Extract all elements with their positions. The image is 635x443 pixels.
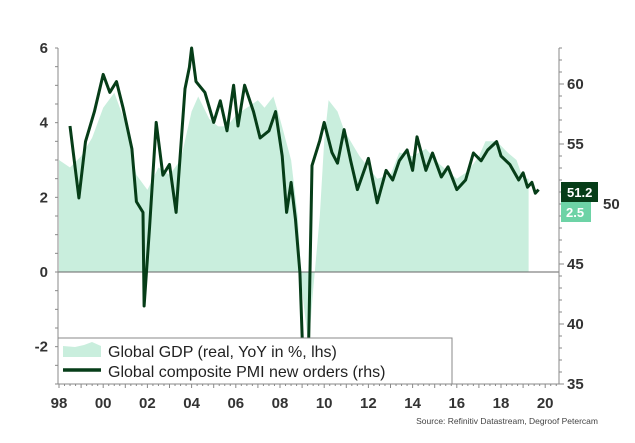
x-tick-label: 04 xyxy=(183,395,200,412)
legend-label-pmi: Global composite PMI new orders (rhs) xyxy=(108,364,385,381)
left-tick-label: 6 xyxy=(40,40,48,57)
left-tick-label: 4 xyxy=(40,115,49,132)
source-note: Source: Refinitiv Datastream, Degroof Pe… xyxy=(416,416,598,426)
pmi-line-layer xyxy=(68,46,540,374)
x-tick-label: 10 xyxy=(316,395,333,412)
gdp-badge-bg xyxy=(561,202,591,222)
x-tick-label: 16 xyxy=(448,395,465,412)
x-tick-label: 12 xyxy=(360,395,377,412)
right-tick-label: 55 xyxy=(567,136,584,153)
gdp-last-value: 2.5 xyxy=(566,205,584,220)
left-tick-label: 2 xyxy=(40,189,48,206)
last-value-badges: 51.2 2.5 xyxy=(561,182,598,222)
x-tick-label: 08 xyxy=(272,395,289,412)
x-tick-label: 06 xyxy=(227,395,244,412)
x-tick-label: 02 xyxy=(139,395,156,412)
legend-box xyxy=(57,337,453,385)
legend-label-gdp: Global GDP (real, YoY in %, lhs) xyxy=(108,344,337,361)
pmi-last-value: 51.2 xyxy=(567,185,592,200)
gdp-area xyxy=(59,92,529,347)
right-tick-label: 60 xyxy=(567,76,584,93)
right-tick-label: 50 xyxy=(603,196,620,213)
x-tick-label: 18 xyxy=(493,395,510,412)
legend-swatch-gdp xyxy=(63,342,101,357)
x-tick-label: 20 xyxy=(537,395,554,412)
right-tick-label: 40 xyxy=(567,316,584,333)
x-tick-label: 00 xyxy=(95,395,112,412)
right-tick-label: 45 xyxy=(567,256,584,273)
legend: Global GDP (real, YoY in %, lhs) Global … xyxy=(57,337,453,385)
right-tick-label: 35 xyxy=(567,376,584,393)
left-tick-label: 0 xyxy=(40,264,48,281)
x-tick-label: 98 xyxy=(51,395,68,412)
left-tick-label: -2 xyxy=(35,339,48,356)
pmi-badge-bg xyxy=(561,182,598,202)
x-tick-label: 14 xyxy=(404,395,421,412)
pmi-line xyxy=(68,46,540,374)
